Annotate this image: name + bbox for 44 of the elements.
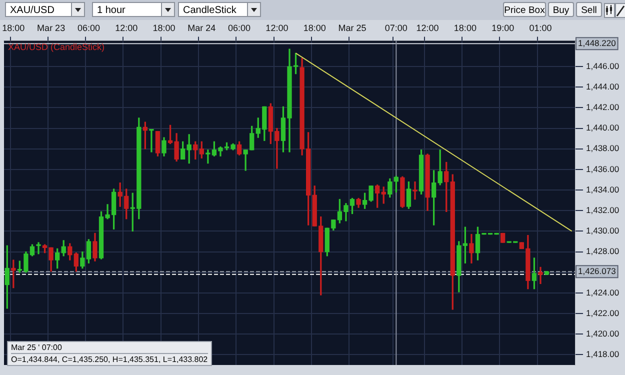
x-tick-label: 12:00 <box>115 22 138 33</box>
ref-line-label: 1,426.073 <box>578 266 616 276</box>
x-tick-label: 12:00 <box>266 22 288 33</box>
text: 1 hour <box>92 2 175 17</box>
y-tick-label: 1,432.00 <box>586 204 620 215</box>
x-tick-label: 18:00 <box>152 22 176 33</box>
text: Sell <box>576 2 602 17</box>
chart-title: XAU/USD (CandleStick) <box>8 42 105 52</box>
y-tick-label: 1,440.00 <box>586 122 620 133</box>
annotation: O=1,434.844, C=1,435.250, H=1,435.351, L=1,433.802 <box>11 353 208 365</box>
y-tick-label: 1,430.00 <box>586 226 620 236</box>
y-tick-label: 1,442.00 <box>586 102 620 112</box>
text: XAU/USD <box>5 2 85 17</box>
y-tick-label: 1,446.00 <box>586 60 620 71</box>
x-tick-label: 18:00 <box>2 22 25 33</box>
ref-line-label: 1,448.220 <box>578 38 616 48</box>
x-tick-label: 12:00 <box>416 22 439 33</box>
candlestick <box>149 129 154 152</box>
y-tick-label: 1,418.00 <box>586 349 620 360</box>
candlestick <box>412 181 418 200</box>
text: Buy <box>548 2 574 17</box>
candlestick <box>538 266 543 284</box>
y-tick-label: 1,436.00 <box>586 164 620 174</box>
x-tick-label: 06:00 <box>228 22 251 33</box>
x-tick-label: 19:00 <box>492 22 514 33</box>
text: Price Box <box>503 2 546 17</box>
x-tick-label: 01:00 <box>529 22 552 33</box>
annotation: Mar 25 ' 07:00 <box>11 342 63 353</box>
y-tick-label: 1,428.00 <box>586 246 620 256</box>
x-tick-label: Mar 24 <box>188 22 216 33</box>
y-tick-label: 1,424.00 <box>586 287 620 298</box>
x-tick-label: 07:00 <box>384 22 408 33</box>
candlestick <box>36 242 41 254</box>
y-tick-label: 1,444.00 <box>586 81 620 92</box>
text: CandleStick <box>178 2 261 17</box>
y-tick-label: 1,420.00 <box>586 328 620 338</box>
x-tick-label: 18:00 <box>454 22 476 33</box>
x-tick-label: Mar 25 <box>338 22 366 33</box>
y-tick-label: 1,438.00 <box>586 143 620 154</box>
x-tick-label: Mar 23 <box>37 22 66 33</box>
x-tick-label: 18:00 <box>303 22 326 33</box>
y-tick-label: 1,422.00 <box>586 308 620 318</box>
x-tick-label: 06:00 <box>77 22 100 33</box>
y-tick-label: 1,434.00 <box>586 184 620 194</box>
